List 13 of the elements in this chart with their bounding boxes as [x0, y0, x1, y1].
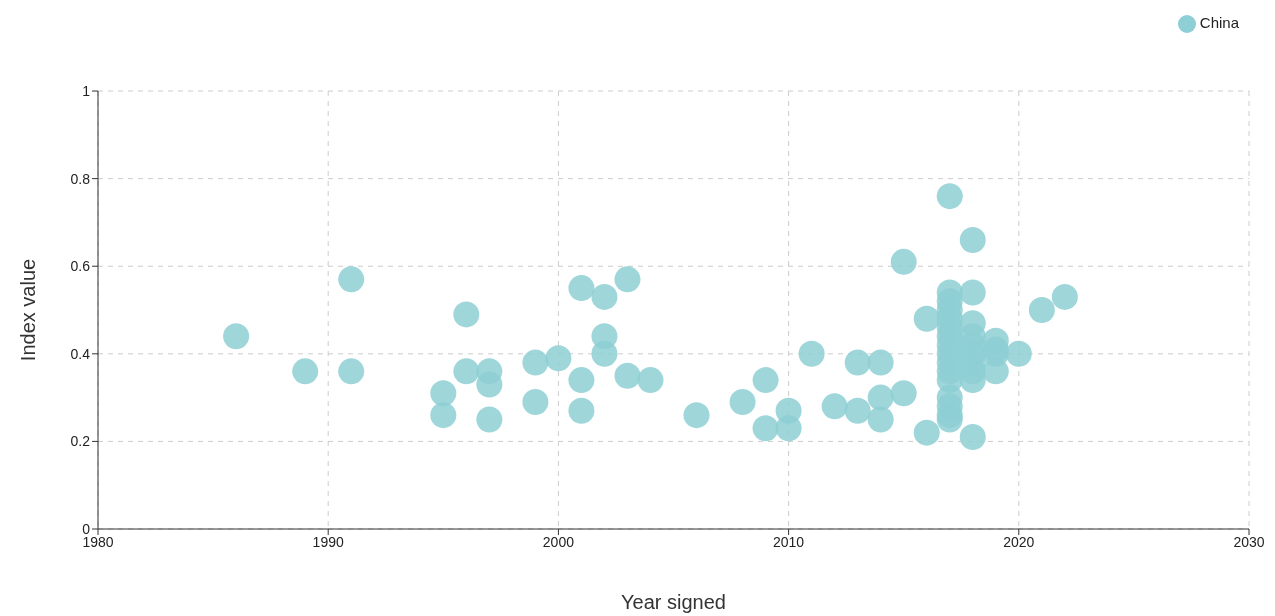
y-tick-label: 1 [82, 83, 91, 99]
x-tick-label: 1990 [312, 533, 344, 550]
x-axis-title: Year signed [621, 591, 726, 613]
x-tick-label: 2030 [1233, 533, 1265, 550]
y-tick-label: 0.6 [70, 258, 91, 275]
y-axis-title: Index value [17, 258, 40, 362]
y-tick-label: 0.4 [70, 345, 91, 362]
y-tick-label: 0.8 [70, 170, 91, 187]
legend-label: China [1199, 14, 1239, 31]
y-tick-label: 0.2 [70, 433, 91, 450]
x-tick-label: 2020 [1003, 533, 1035, 550]
x-tick-label: 2010 [773, 533, 805, 550]
x-tick-label: 2000 [542, 533, 575, 550]
